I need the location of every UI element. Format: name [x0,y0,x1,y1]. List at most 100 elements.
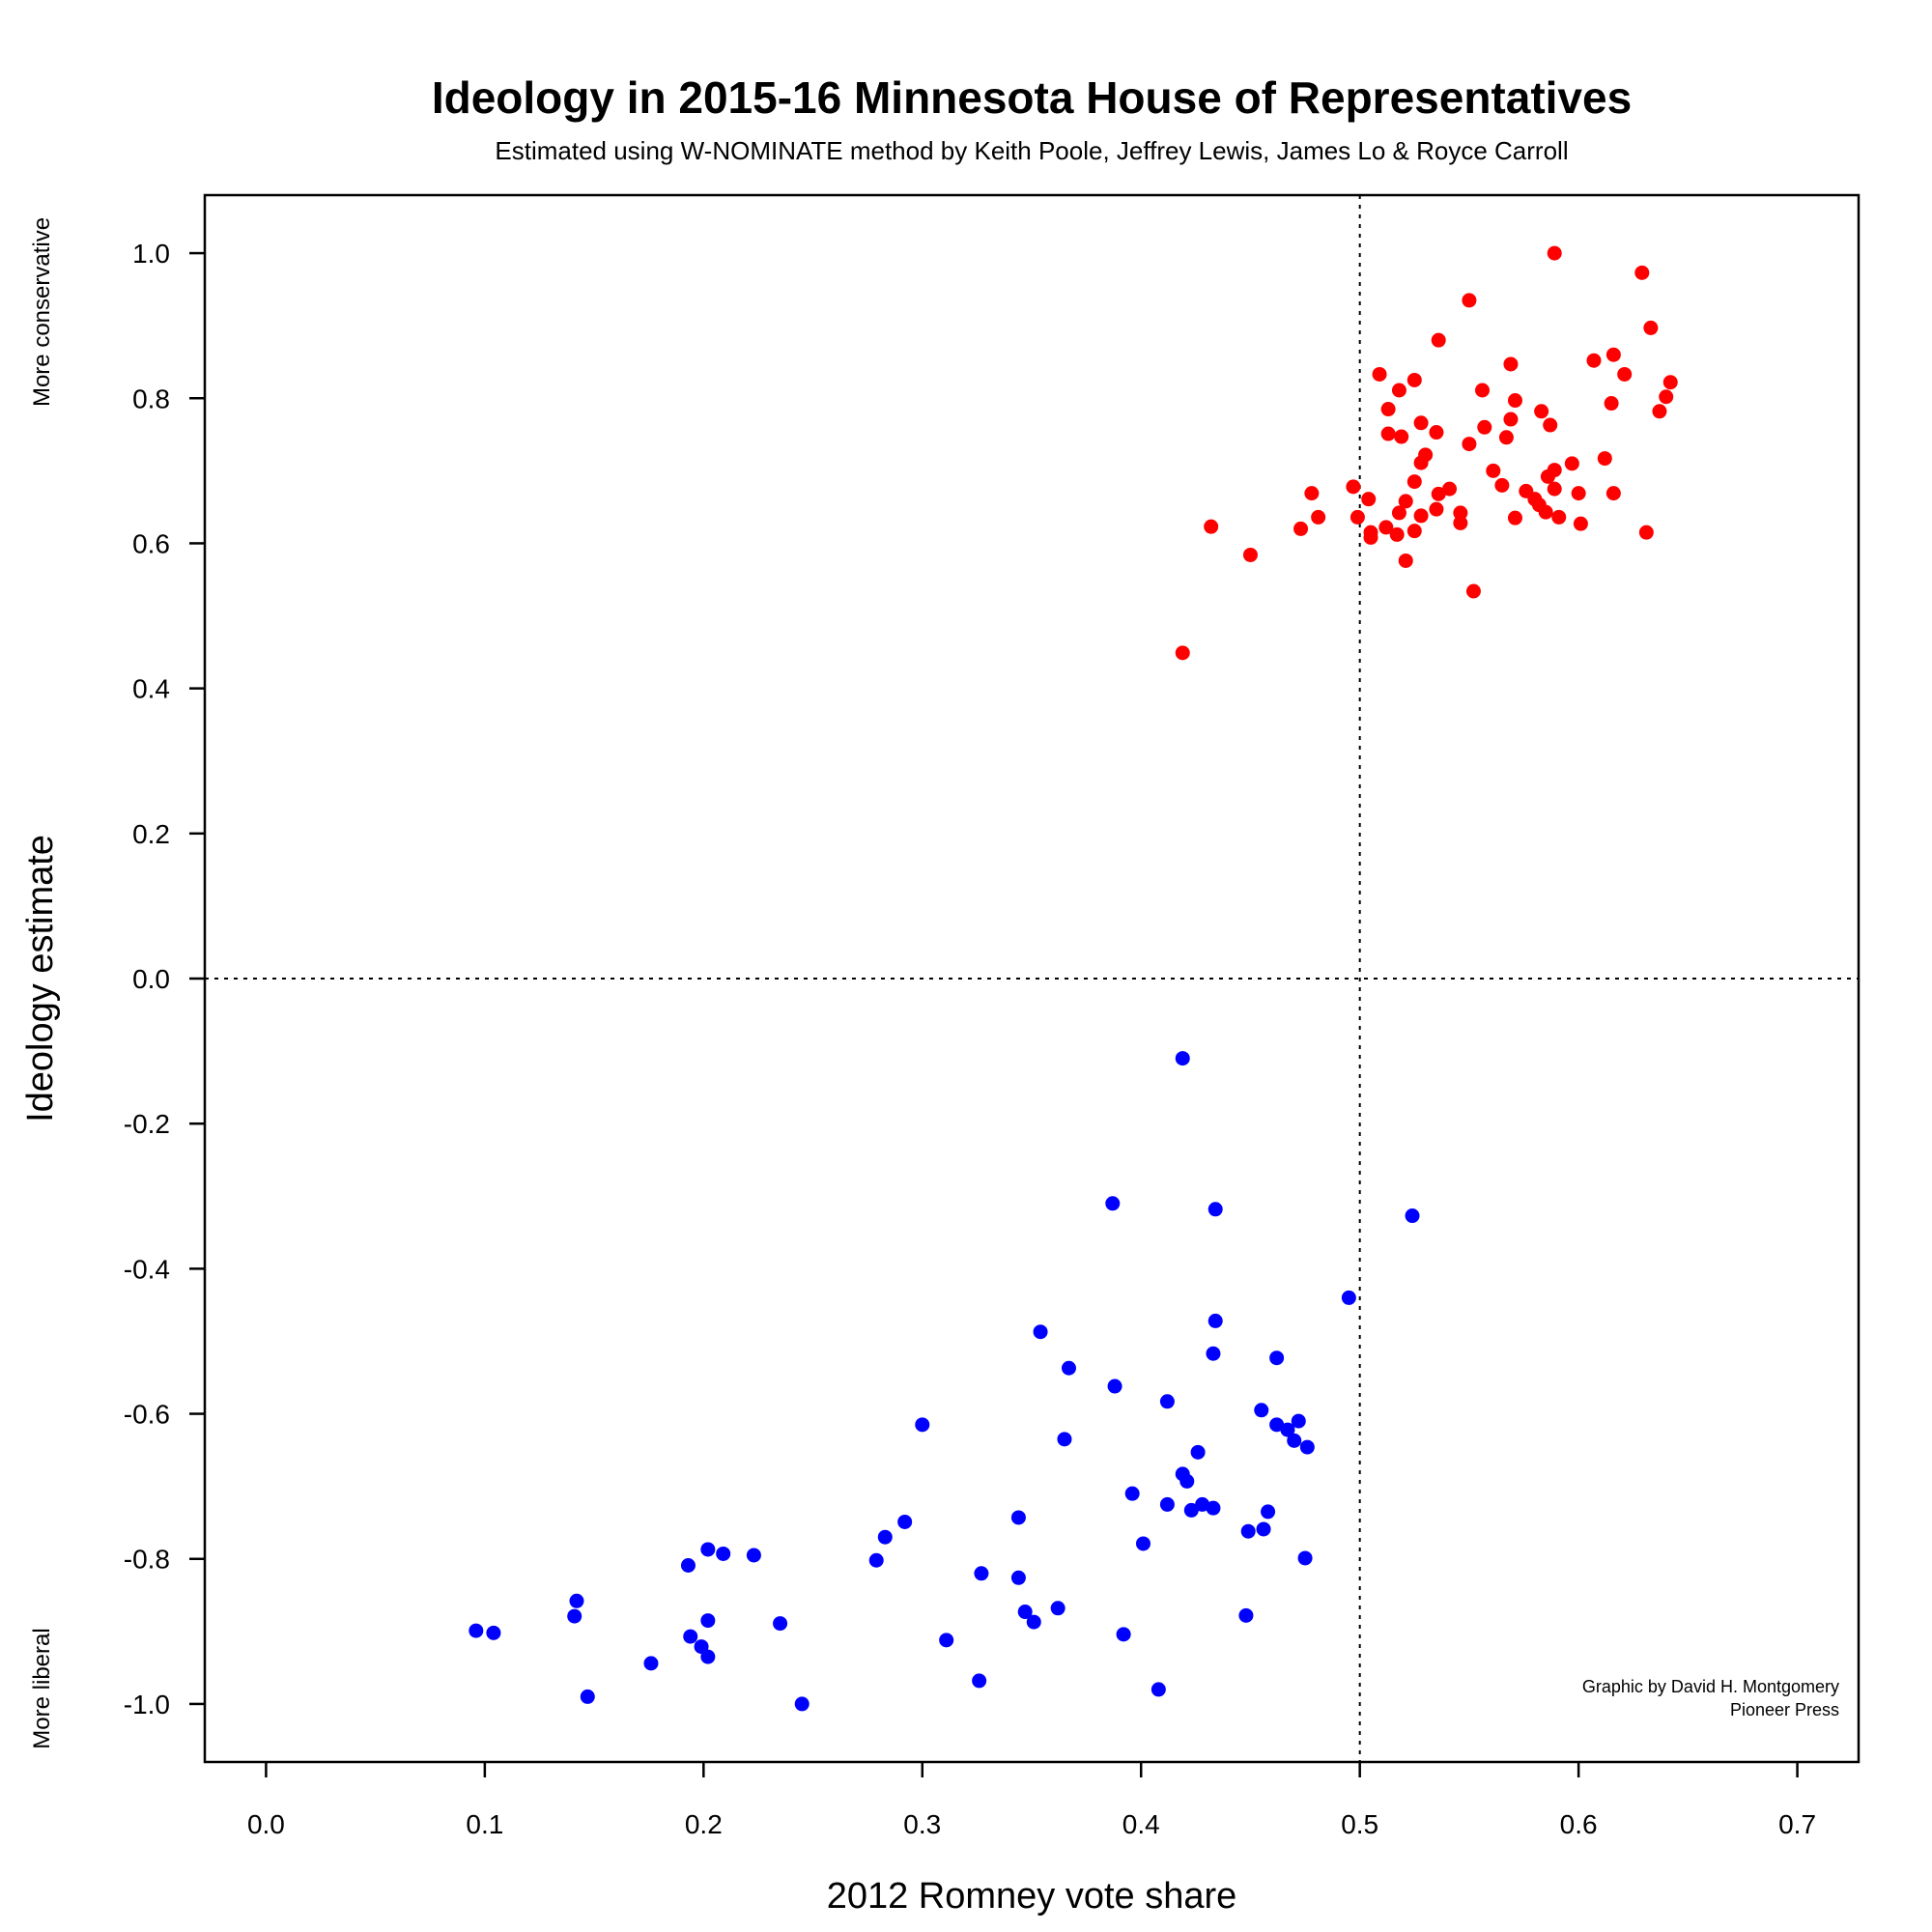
data-point [1634,265,1650,280]
data-point [1269,1417,1285,1433]
data-point [1238,1607,1254,1623]
data-point [1538,504,1553,520]
x-tick-label: 0.6 [1560,1809,1598,1839]
data-point [1372,366,1387,382]
data-point [1394,429,1409,444]
data-point [1413,455,1429,470]
data-point [1406,372,1422,387]
data-point [1462,437,1477,452]
data-point [1057,1432,1072,1447]
data-point [1124,1486,1140,1501]
x-tick-label: 0.7 [1778,1809,1816,1839]
data-point [1363,529,1378,545]
data-point [1254,1403,1269,1418]
data-point [1050,1601,1065,1616]
data-point [486,1625,501,1640]
data-point [1350,509,1365,525]
data-point [1206,1500,1221,1516]
data-point [1605,347,1621,362]
data-point [1605,486,1621,501]
data-point [746,1548,761,1563]
data-point [1398,553,1413,568]
data-point [1033,1324,1048,1340]
data-point [716,1546,731,1561]
data-point [1405,1208,1420,1224]
data-point [1413,415,1429,431]
data-point [1462,293,1477,308]
data-point [1195,1496,1210,1512]
data-point [1206,1346,1221,1361]
data-point [469,1623,484,1638]
y-tick-label: 1.0 [132,239,170,269]
data-point [1659,389,1674,405]
data-point [1534,404,1549,419]
data-point [1406,524,1422,539]
data-point [1398,494,1413,509]
y-tick-label: 0.2 [132,819,170,849]
data-point [1662,375,1678,390]
chart-subtitle: Estimated using W-NOMINATE method by Kei… [495,136,1568,165]
data-point [1638,525,1654,540]
data-point [897,1514,913,1529]
data-point [1304,486,1320,501]
data-point [1341,1290,1356,1305]
y-tick-label: -0.4 [124,1254,170,1284]
data-point [567,1608,582,1624]
data-point [972,1673,987,1689]
data-point [1208,1202,1223,1217]
data-point [1287,1433,1302,1448]
data-point [1431,332,1446,348]
data-point [1269,1350,1285,1366]
y-tick-label: 0.8 [132,384,170,413]
data-point [1442,481,1458,497]
x-tick-label: 0.4 [1122,1809,1160,1839]
data-point [1507,393,1522,409]
data-points [469,245,1678,1712]
chart-title: Ideology in 2015-16 Minnesota House of R… [432,72,1632,123]
data-point [580,1689,595,1704]
more-conservative-label: More conservative [29,217,55,407]
data-point [1159,1496,1175,1512]
data-point [1391,505,1406,521]
data-point [1573,516,1588,531]
data-point [1179,1473,1195,1489]
data-point [915,1417,930,1433]
data-point [643,1656,659,1671]
data-point [1543,417,1558,433]
y-ticks: 1.0 0.8 0.6 0.4 0.2 0.0 -0.2 -0.4 -0.6 -0.8 -1.0 [124,239,205,1719]
x-tick-label: 0.1 [466,1809,503,1839]
data-point [1311,509,1326,525]
data-point [974,1566,989,1581]
data-point [1547,481,1562,497]
data-point [1261,1504,1276,1520]
data-point [794,1696,810,1712]
data-point [939,1633,954,1648]
data-point [1291,1413,1306,1429]
x-tick-label: 0.3 [903,1809,941,1839]
data-point [1453,515,1468,530]
data-point [1391,383,1406,398]
data-point [1547,245,1562,261]
data-point [1477,419,1492,435]
data-point [1429,501,1444,517]
data-point [1105,1196,1121,1211]
data-point [1413,508,1429,524]
data-point [1429,425,1444,440]
data-point [1494,477,1510,493]
data-point [1564,456,1579,471]
data-point [1280,1422,1295,1437]
y-tick-label: -1.0 [124,1690,170,1719]
data-point [1643,320,1659,335]
data-point [1361,492,1377,507]
data-point [1597,451,1612,467]
data-point [1256,1521,1271,1537]
data-point [1293,521,1309,536]
x-tick-label: 0.0 [247,1809,285,1839]
more-liberal-label: More liberal [29,1628,55,1748]
data-point [1465,583,1481,599]
data-point [1503,356,1519,372]
data-point [1242,547,1258,562]
data-point [1486,463,1501,478]
credit-line-2: Pioneer Press [1730,1700,1839,1719]
